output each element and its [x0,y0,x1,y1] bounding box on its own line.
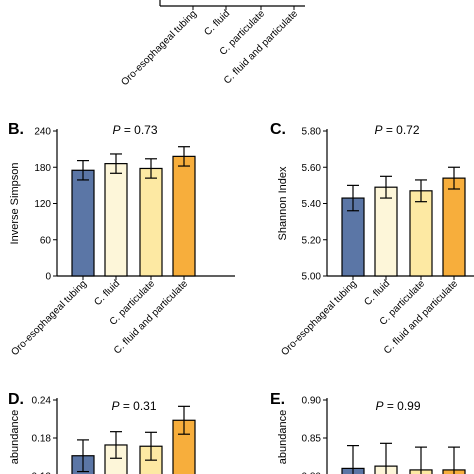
p-symbol: P [375,399,383,413]
x-tick-label: Oro-esophageal tubing [279,278,359,358]
bar [442,177,466,277]
y-tick-label: 60 [40,235,52,246]
p-value: = 0.73 [120,123,157,137]
x-tick-label: Oro-esophageal tubing [119,8,199,88]
y-tick-label: 5.40 [302,199,322,210]
y-tick-label: 120 [34,199,51,210]
y-tick-label: 0.90 [302,396,322,407]
y-axis-label: abundance [9,410,21,464]
y-tick-label: 0.80 [302,472,322,474]
y-axis-label: Inverse Simpson [9,163,21,245]
x-tick-label: C. fluid [362,278,392,308]
p-symbol: P [374,123,382,137]
y-tick-label: 0.24 [32,396,52,407]
y-tick-label: 240 [34,127,51,138]
y-tick-label: 5.80 [302,127,322,138]
p-value: = 0.31 [119,399,156,413]
y-tick-label: 0 [45,272,51,283]
x-tick-label: Oro-esophageal tubing [9,278,89,358]
bar [172,155,196,277]
panel-letter: E. [270,391,285,408]
p-value-label: P = 0.73 [112,123,157,137]
bar [104,163,128,277]
y-tick-label: 5.60 [302,163,322,174]
panel-letter: B. [8,121,24,138]
bar [409,190,433,277]
y-tick-label: 5.00 [302,272,322,283]
panel-letter: C. [270,121,286,138]
y-tick-label: 180 [34,163,51,174]
panel-d: D. P = 0.31 abundance 0.12 0.18 0.24 [8,391,196,474]
y-tick-label: 0.18 [32,434,52,445]
bar [139,167,163,277]
p-value: = 0.72 [382,123,419,137]
x-tick-label: C. fluid [202,8,232,38]
panel-e: E. P = 0.99 abundance 0.80 0.85 0.90 [270,391,466,474]
bar [374,186,398,277]
y-tick-label: 5.20 [302,235,322,246]
p-symbol: P [111,399,119,413]
y-axis-label: Shannon Index [277,166,289,241]
y-tick-label: 0.85 [302,434,322,445]
panel-b: B. P = 0.73 Inverse Simpson 0 60 120 180 240 Oro… [8,121,235,358]
panel-letter: D. [8,391,24,408]
p-value-label: P = 0.99 [375,399,420,413]
bar [71,169,95,277]
y-tick-label: 0.12 [32,472,52,474]
p-value-label: P = 0.31 [111,399,156,413]
y-axis-label: abundance [277,410,289,464]
x-tick-label: C. fluid [92,278,122,308]
p-value: = 0.99 [383,399,420,413]
panel-c: C. P = 0.72 Shannon Index 5.00 5.20 5.40 5.60 5… [270,121,474,358]
p-value-label: P = 0.72 [374,123,419,137]
p-symbol: P [112,123,120,137]
